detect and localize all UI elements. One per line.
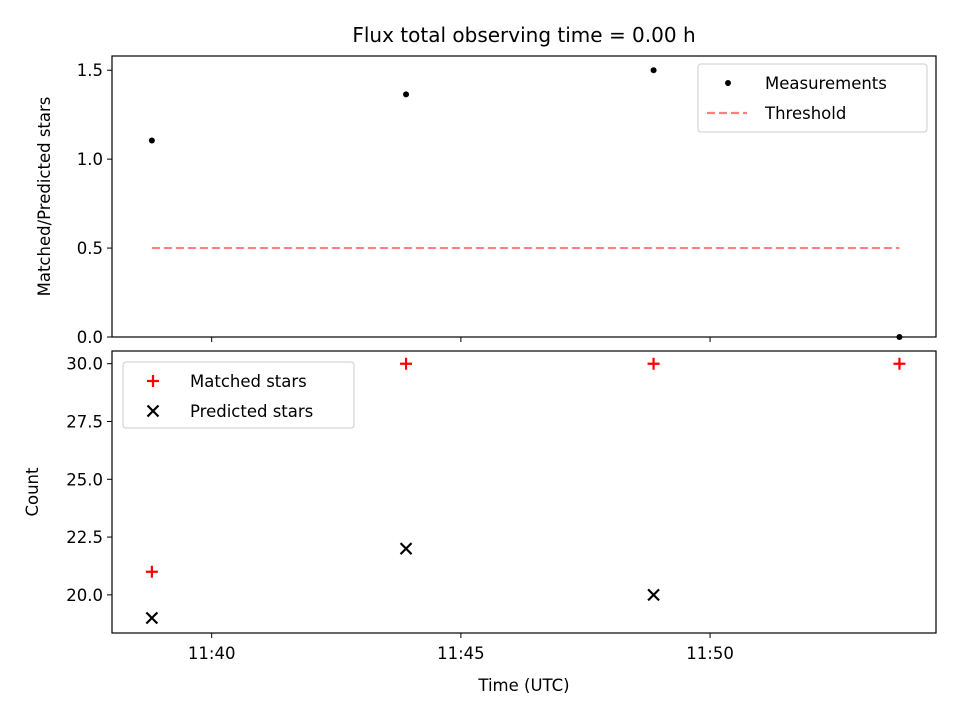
bottom-panel-legend: Matched stars Predicted stars (122, 361, 355, 429)
top-panel-legend: Measurements Threshold (697, 63, 928, 133)
legend-swatch-matched-stars (147, 375, 159, 387)
bottom-panel-ytick-label: 27.5 (66, 413, 103, 432)
top-panel-legend-box (697, 63, 928, 133)
measurements-point (403, 91, 410, 98)
bottom-panel-ytick-label: 22.5 (66, 528, 103, 547)
bottom-panel-legend-box (122, 361, 355, 429)
matched-stars-point (647, 357, 660, 370)
bottom-panel-marks (145, 357, 906, 625)
top-panel-ylabel: Matched/Predicted stars (35, 97, 54, 297)
predicted-stars-point (647, 588, 660, 602)
legend-swatch-measurements (725, 80, 731, 86)
matched-stars-point (145, 565, 158, 578)
top-panel-yticks: 0.0 0.5 1.0 1.5 (77, 61, 112, 347)
legend-label-predicted-stars: Predicted stars (190, 402, 313, 421)
predicted-stars-point (399, 542, 413, 555)
xtick-label: 11:50 (686, 644, 734, 663)
top-panel-ytick-label: 1.0 (77, 150, 103, 169)
xtick-label: 11:40 (188, 644, 236, 663)
top-panel-xticks (211, 337, 711, 342)
top-panel-marks (148, 67, 903, 340)
bottom-panel-xlabel: Time (UTC) (477, 676, 569, 695)
xtick-label: 11:45 (437, 644, 485, 663)
top-panel-ytick-label: 1.5 (77, 61, 103, 80)
legend-label-measurements: Measurements (765, 74, 887, 93)
matched-stars-point (893, 357, 906, 370)
bottom-panel-ytick-label: 20.0 (66, 586, 103, 605)
bottom-panel-yticks: 20.0 22.5 25.0 27.5 30.0 (66, 355, 112, 605)
matched-stars-point (400, 357, 413, 370)
legend-swatch-predicted-stars (146, 404, 160, 418)
top-panel-ytick-label: 0.0 (77, 328, 103, 347)
predicted-stars-point (145, 611, 159, 625)
legend-label-threshold: Threshold (764, 104, 846, 123)
bottom-panel-xticks: 11:40 11:45 11:50 (188, 633, 734, 663)
top-panel-ytick-label: 0.5 (77, 239, 103, 258)
bottom-panel-ytick-label: 25.0 (66, 470, 103, 489)
bottom-panel-ylabel: Count (23, 467, 42, 517)
measurements-point (148, 137, 155, 144)
top-panel: 0.0 0.5 1.0 1.5 Matched/Predicted stars Mea… (35, 55, 937, 347)
bottom-panel-frame (111, 350, 937, 634)
top-panel-frame (111, 55, 937, 338)
legend-label-matched-stars: Matched stars (190, 372, 307, 391)
bottom-panel: 20.0 22.5 25.0 27.5 30.0 11:40 11:45 11:50 Cou… (23, 350, 937, 695)
measurements-point (896, 334, 903, 340)
measurements-point (650, 67, 657, 74)
bottom-panel-ytick-label: 30.0 (66, 355, 103, 374)
figure-title: Flux total observing time = 0.00 h (352, 23, 695, 47)
